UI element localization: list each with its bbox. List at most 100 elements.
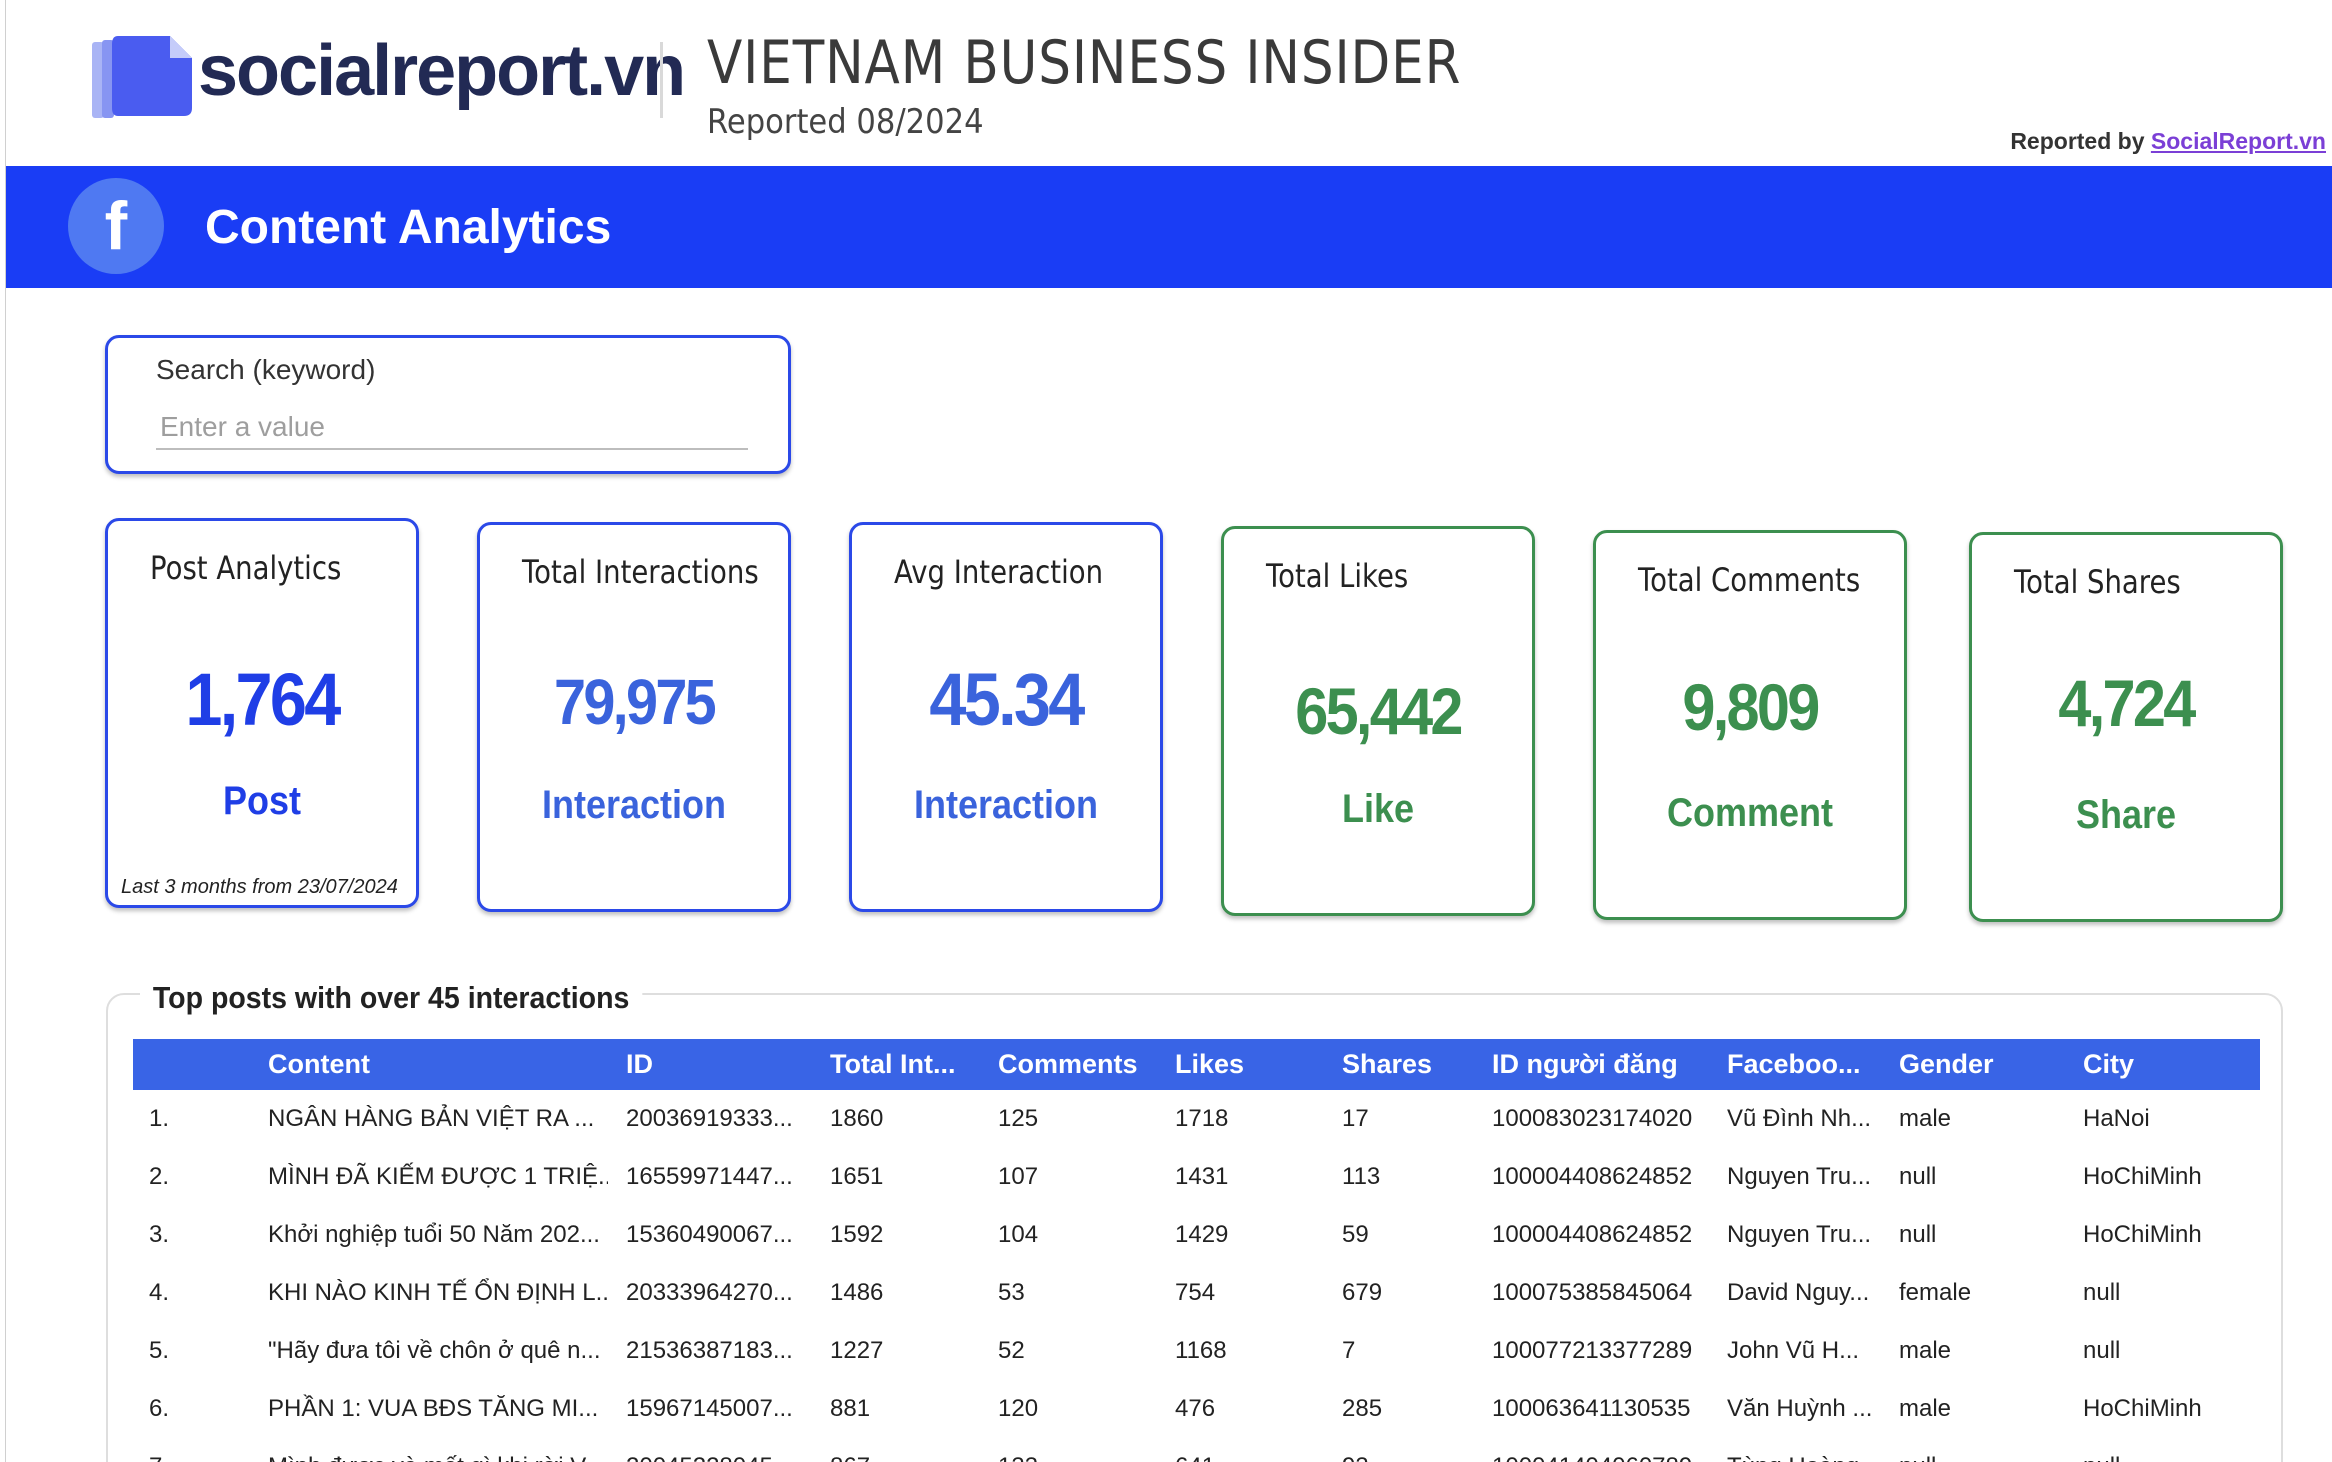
cell-likes: 1718: [1175, 1105, 1229, 1132]
cell-likes: 641: [1175, 1438, 1325, 1462]
table-row[interactable]: 7. Mình được và mất gì khi rời V... 200452…: [133, 1438, 2260, 1462]
cell-shares: 679: [1342, 1279, 1383, 1306]
report-title: VIETNAM BUSINESS INSIDER: [707, 28, 1462, 98]
cell-post-id: 20333964270...: [626, 1279, 793, 1306]
kpi-title: Total Shares: [2014, 563, 2181, 601]
kpi-unit: Post: [222, 779, 302, 823]
cell-post-id: 21536387183...: [626, 1337, 793, 1364]
column-header-total-interactions[interactable]: Total Int...: [830, 1049, 956, 1079]
cell-comments: 53: [998, 1279, 1025, 1306]
cell-post-content: "Hãy đưa tôi về chôn ở quê n...: [268, 1337, 601, 1364]
table-caption: Top posts with over 45 interactions: [140, 980, 643, 1016]
cell-row-number: 3.: [149, 1221, 170, 1248]
cell-total-interactions: 1486: [830, 1279, 884, 1306]
cell-row-number: 5.: [149, 1337, 170, 1364]
cell-city: null: [2083, 1279, 2121, 1306]
kpi-card-total-comments: Total Comments 9,809 Comment: [1593, 530, 1907, 920]
kpi-card-total-interactions: Total Interactions 79,975 Interaction: [477, 522, 791, 912]
cell-poster-id: 100041404060789: [1492, 1438, 1717, 1462]
socialreport-logo-icon: [92, 36, 192, 118]
cell-comments: 104: [998, 1221, 1039, 1248]
cell-shares: 93: [1342, 1438, 1482, 1462]
cell-post-content: MÌNH ĐÃ KIẾM ĐƯỢC 1 TRIỆ...: [268, 1163, 608, 1190]
table-row[interactable]: 2. MÌNH ĐÃ KIẾM ĐƯỢC 1 TRIỆ... 16559971447…: [133, 1148, 2260, 1206]
cell-gender: male: [1899, 1337, 1952, 1364]
cell-poster-id: 100004408624852: [1492, 1163, 1693, 1190]
cell-likes: 476: [1175, 1395, 1216, 1422]
cell-comments: 125: [998, 1105, 1039, 1132]
kpi-title: Total Interactions: [522, 553, 759, 591]
cell-poster-id: 100075385845064: [1492, 1279, 1693, 1306]
cell-city: null: [2083, 1337, 2121, 1364]
cell-facebook-name: David Nguy...: [1727, 1279, 1870, 1306]
table-row[interactable]: 5. "Hãy đưa tôi về chôn ở quê n... 2153638…: [133, 1322, 2260, 1380]
left-border: [5, 0, 6, 1462]
cell-poster-id: 100077213377289: [1492, 1337, 1693, 1364]
kpi-card-total-likes: Total Likes 65,442 Like: [1221, 526, 1535, 916]
cell-facebook-name: Vũ Đình Nh...: [1727, 1105, 1872, 1132]
cell-city: HoChiMinh: [2083, 1163, 2202, 1190]
kpi-unit: Interaction: [913, 783, 1099, 827]
cell-post-content: NGÂN HÀNG BẢN VIỆT RA ...: [268, 1105, 595, 1132]
column-header-city[interactable]: City: [2083, 1049, 2135, 1079]
cell-post-content: Khởi nghiệp tuổi 50 Năm 202...: [268, 1221, 600, 1248]
cell-likes: 754: [1175, 1279, 1216, 1306]
cell-gender: null: [1899, 1163, 1937, 1190]
table-row[interactable]: 3. Khởi nghiệp tuổi 50 Năm 202... 15360490…: [133, 1206, 2260, 1264]
reported-by-label: Reported by: [2010, 128, 2145, 154]
cell-total-interactions: 1592: [830, 1221, 884, 1248]
cell-shares: 285: [1342, 1395, 1383, 1422]
cell-likes: 1429: [1175, 1221, 1229, 1248]
cell-comments: 133: [998, 1438, 1158, 1462]
brand-name: socialreport.vn: [198, 31, 686, 111]
cell-gender: null: [1899, 1438, 2074, 1462]
cell-post-content: Mình được và mất gì khi rời V...: [268, 1438, 608, 1462]
section-banner: f Content Analytics: [6, 166, 2332, 288]
kpi-value: 9,809: [1682, 670, 1820, 744]
search-input[interactable]: [156, 406, 748, 450]
kpi-value: 65,442: [1295, 674, 1463, 748]
reported-by: Reported by SocialReport.vn: [2010, 128, 2326, 155]
kpi-card-post-analytics: Post Analytics 1,764 Post Last 3 months …: [105, 518, 419, 908]
kpi-card-total-shares: Total Shares 4,724 Share: [1969, 532, 2283, 922]
cell-poster-id: 100004408624852: [1492, 1221, 1693, 1248]
cell-shares: 17: [1342, 1105, 1369, 1132]
column-header-poster-id[interactable]: ID người đăng: [1492, 1049, 1678, 1079]
column-header-id[interactable]: ID: [626, 1049, 653, 1079]
cell-gender: male: [1899, 1395, 1952, 1422]
section-title: Content Analytics: [205, 201, 612, 254]
reported-by-link[interactable]: SocialReport.vn: [2150, 128, 2326, 154]
column-header-likes[interactable]: Likes: [1175, 1049, 1245, 1079]
cell-comments: 52: [998, 1337, 1025, 1364]
cell-comments: 120: [998, 1395, 1039, 1422]
cell-gender: male: [1899, 1105, 1952, 1132]
cell-city: null: [2083, 1438, 2253, 1462]
kpi-title: Total Comments: [1638, 561, 1861, 599]
column-header-comments[interactable]: Comments: [998, 1049, 1138, 1079]
kpi-unit: Like: [1341, 787, 1415, 831]
cell-shares: 59: [1342, 1221, 1369, 1248]
kpi-value: 45.34: [929, 658, 1085, 741]
cell-post-id: 16559971447...: [626, 1163, 793, 1190]
table-row[interactable]: 4. KHI NÀO KINH TẾ ỔN ĐỊNH L... 2033396427…: [133, 1264, 2260, 1322]
cell-post-content: KHI NÀO KINH TẾ ỔN ĐỊNH L...: [268, 1279, 608, 1306]
kpi-value: 79,975: [554, 666, 717, 738]
kpi-value: 1,764: [185, 658, 341, 741]
cell-total-interactions: 1860: [830, 1105, 884, 1132]
column-header-facebook[interactable]: Faceboo...: [1727, 1049, 1861, 1079]
table-row[interactable]: 1. NGÂN HÀNG BẢN VIỆT RA ... 20036919333..…: [133, 1090, 2260, 1148]
column-header-gender[interactable]: Gender: [1899, 1049, 1994, 1079]
table-row[interactable]: 6. PHẦN 1: VUA BĐS TĂNG MI... 15967145007.…: [133, 1380, 2260, 1438]
kpi-note: Last 3 months from 23/07/2024: [121, 876, 398, 898]
cell-row-number: 2.: [149, 1163, 170, 1190]
column-header-content[interactable]: Content: [268, 1049, 370, 1079]
column-header-shares[interactable]: Shares: [1342, 1049, 1433, 1079]
cell-facebook-name: Văn Huỳnh ...: [1727, 1395, 1873, 1422]
cell-comments: 107: [998, 1163, 1039, 1190]
cell-poster-id: 100063641130535: [1492, 1395, 1691, 1422]
cell-post-content: PHẦN 1: VUA BĐS TĂNG MI...: [268, 1395, 599, 1422]
cell-facebook-name: Nguyen Tru...: [1727, 1163, 1872, 1190]
facebook-icon: f: [68, 178, 164, 274]
search-label: Search (keyword): [156, 354, 376, 385]
table-header: Content ID Total Int... Comments Likes S…: [133, 1039, 2260, 1090]
